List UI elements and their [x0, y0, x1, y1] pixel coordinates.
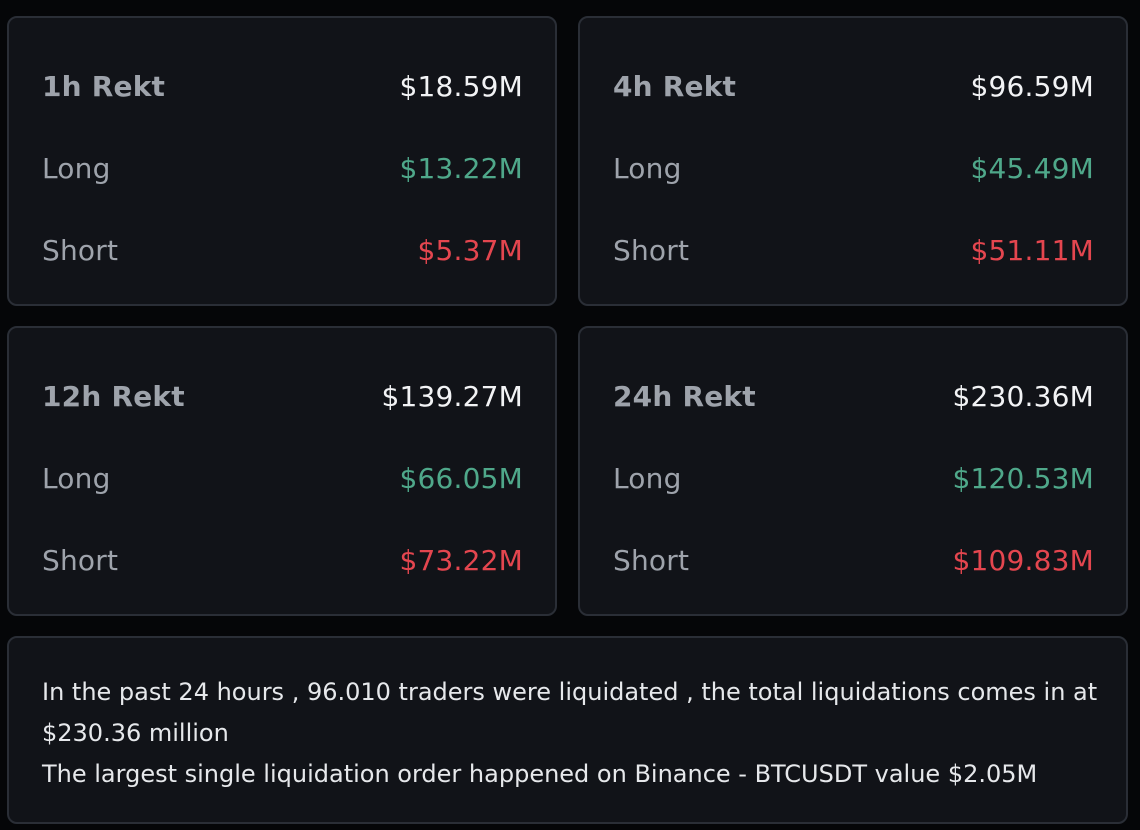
- long-row: Long $45.49M: [613, 148, 1094, 188]
- total-value: $139.27M: [381, 379, 523, 413]
- long-row: Long $13.22M: [42, 148, 523, 188]
- summary-line: In the past 24 hours , 96.010 traders we…: [42, 678, 1098, 706]
- long-label: Long: [42, 151, 111, 185]
- total-value: $96.59M: [970, 69, 1094, 103]
- long-value: $120.53M: [952, 461, 1094, 495]
- summary-line: $230.36 million: [42, 719, 229, 747]
- long-value: $66.05M: [399, 461, 523, 495]
- card-title: 4h Rekt: [613, 69, 737, 103]
- short-label: Short: [613, 543, 690, 577]
- short-label: Short: [613, 233, 690, 267]
- summary-text: In the past 24 hours , 96.010 traders we…: [42, 672, 1106, 795]
- rekt-card-24h: 24h Rekt $230.36M Long $120.53M Short $1…: [578, 326, 1128, 616]
- total-row: 4h Rekt $96.59M: [613, 66, 1094, 106]
- card-title: 24h Rekt: [613, 379, 756, 413]
- short-row: Short $73.22M: [42, 540, 523, 580]
- short-label: Short: [42, 543, 119, 577]
- summary-line: The largest single liquidation order hap…: [42, 760, 1038, 788]
- short-value: $51.11M: [970, 233, 1094, 267]
- short-label: Short: [42, 233, 119, 267]
- long-row: Long $120.53M: [613, 458, 1094, 498]
- total-row: 24h Rekt $230.36M: [613, 376, 1094, 416]
- card-title: 1h Rekt: [42, 69, 166, 103]
- long-row: Long $66.05M: [42, 458, 523, 498]
- long-label: Long: [613, 461, 682, 495]
- total-value: $230.36M: [952, 379, 1094, 413]
- card-title: 12h Rekt: [42, 379, 185, 413]
- rekt-card-1h: 1h Rekt $18.59M Long $13.22M Short $5.37…: [7, 16, 557, 306]
- rekt-card-4h: 4h Rekt $96.59M Long $45.49M Short $51.1…: [578, 16, 1128, 306]
- short-row: Short $5.37M: [42, 230, 523, 270]
- long-value: $45.49M: [970, 151, 1094, 185]
- total-row: 1h Rekt $18.59M: [42, 66, 523, 106]
- short-row: Short $109.83M: [613, 540, 1094, 580]
- rekt-card-12h: 12h Rekt $139.27M Long $66.05M Short $73…: [7, 326, 557, 616]
- long-label: Long: [613, 151, 682, 185]
- short-value: $5.37M: [417, 233, 523, 267]
- short-value: $73.22M: [399, 543, 523, 577]
- short-value: $109.83M: [952, 543, 1094, 577]
- short-row: Short $51.11M: [613, 230, 1094, 270]
- total-row: 12h Rekt $139.27M: [42, 376, 523, 416]
- total-value: $18.59M: [399, 69, 523, 103]
- long-value: $13.22M: [399, 151, 523, 185]
- liquidation-summary-card: In the past 24 hours , 96.010 traders we…: [7, 636, 1128, 824]
- long-label: Long: [42, 461, 111, 495]
